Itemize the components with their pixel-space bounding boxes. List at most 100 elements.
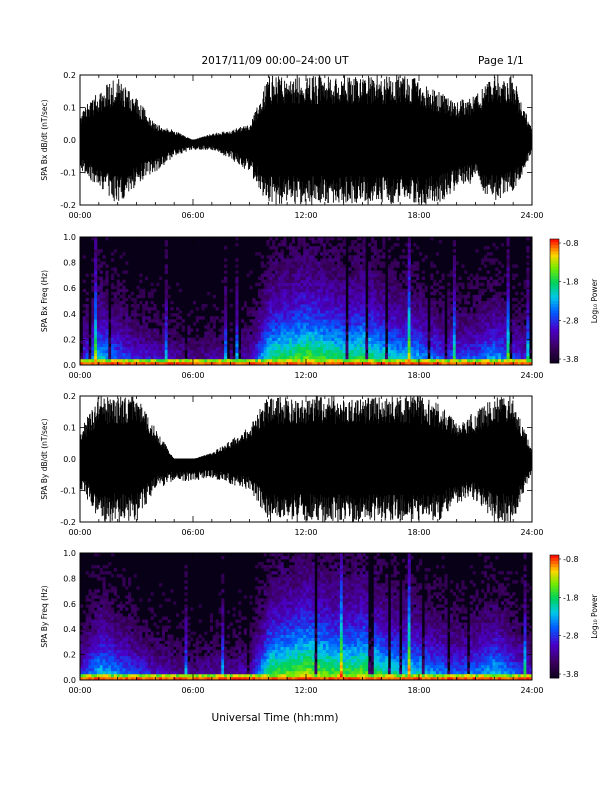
spectrogram-cell: [376, 255, 380, 259]
spectrogram-cell: [337, 267, 341, 271]
spectrogram-cell: [303, 249, 307, 253]
spectrogram-cell: [526, 288, 530, 293]
spectrogram-cell: [368, 343, 372, 348]
spectrogram-cell: [438, 304, 442, 308]
spectrogram-cell: [337, 304, 341, 308]
spectrogram-cell: [201, 355, 205, 360]
spectrogram-cell: [362, 355, 366, 360]
spectrogram-cell: [94, 643, 98, 648]
spectrogram-cell: [402, 322, 406, 326]
spectrogram-cell: [337, 355, 341, 360]
spectrogram-cell: [354, 246, 358, 250]
spectrogram-cell: [125, 655, 129, 660]
spectrogram-cell: [113, 619, 118, 623]
spectrogram-cell: [291, 316, 296, 320]
spectrogram-cell: [306, 337, 310, 341]
spectrogram-cell: [297, 267, 301, 271]
spectrogram-cell: [156, 282, 160, 287]
spectrogram-cell: [139, 352, 143, 357]
spectrogram-cell: [334, 355, 338, 360]
spectrogram-cell: [150, 343, 154, 348]
spectrogram-cell: [402, 331, 406, 335]
spectrogram-cell: [500, 243, 505, 247]
spectrogram-cell: [176, 282, 180, 287]
spectrogram-cell: [113, 337, 118, 341]
spectrogram-cell: [520, 319, 524, 323]
spectrogram-cell: [139, 288, 143, 293]
spectrogram-cell: [506, 291, 510, 296]
spectrogram-cell: [125, 328, 129, 332]
spectrogram-cell: [475, 310, 479, 314]
spectrogram-cell: [325, 337, 329, 341]
spectrogram-cell: [96, 301, 101, 305]
spectrogram-cell: [464, 313, 468, 317]
y-tick-label: 0.2: [63, 71, 76, 80]
spectrogram-cell: [274, 304, 279, 308]
spectrogram-cell: [303, 310, 307, 314]
spectrogram-cell: [396, 264, 400, 268]
spectrogram-cell: [362, 261, 366, 265]
spectrogram-cell: [91, 592, 95, 596]
spectrogram-cell: [337, 328, 341, 332]
spectrogram-cell: [283, 313, 287, 317]
spectrogram-cell: [260, 261, 264, 265]
spectrogram-cell: [334, 273, 338, 277]
spectrogram-cell: [368, 352, 372, 357]
spectrogram-cell: [283, 261, 287, 265]
spectrogram-cell: [351, 276, 355, 280]
spectrogram-cell: [130, 631, 134, 635]
spectrogram-cell: [243, 352, 247, 357]
spectrogram-cell: [322, 285, 327, 290]
spectrogram-cell: [359, 331, 363, 335]
spectrogram-cell: [337, 322, 341, 326]
spectrogram-cell: [108, 337, 112, 341]
spectrogram-cell: [320, 316, 324, 320]
spectrogram-cell: [195, 355, 199, 360]
spectrogram-cell: [362, 273, 366, 277]
spectrogram-cell: [291, 276, 296, 280]
spectrogram-cell: [150, 328, 154, 332]
spectrogram-cell: [483, 258, 488, 262]
spectrogram-cell: [435, 322, 440, 326]
spectrogram-cell: [354, 361, 358, 366]
spectrogram-cell: [119, 601, 123, 605]
spectrogram-cell: [413, 288, 417, 293]
spectrogram-cell: [481, 301, 485, 305]
spectrogram-cell: [467, 343, 471, 348]
spectrogram-cell: [136, 352, 140, 357]
spectrogram-cell: [396, 291, 400, 296]
spectrogram-cell: [498, 301, 502, 305]
spectrogram-cell: [96, 574, 101, 578]
spectrogram-cell: [263, 282, 267, 287]
spectrogram-cell: [424, 288, 428, 293]
spectrogram-cell: [421, 355, 425, 360]
spectrogram-cell: [187, 352, 191, 357]
spectrogram-cell: [509, 343, 513, 348]
spectrogram-cell: [370, 282, 375, 287]
spectrogram-cell: [150, 349, 154, 354]
spectrogram-cell: [393, 279, 397, 284]
spectrogram-cell: [263, 322, 267, 326]
spectrogram-cell: [116, 316, 120, 320]
spectrogram-cell: [125, 619, 129, 623]
spectrogram-cell: [438, 343, 442, 348]
spectrogram-cell: [314, 240, 318, 244]
spectrogram-cell: [396, 361, 400, 366]
spectrogram-cell: [224, 322, 228, 326]
spectrogram-cell: [382, 340, 386, 344]
spectrogram-cell: [229, 328, 233, 332]
spectrogram-cell: [119, 301, 123, 305]
spectrogram-cell: [489, 276, 493, 280]
spectrogram-cell: [348, 361, 352, 366]
spectrogram-cell: [122, 310, 126, 314]
spectrogram-cell: [308, 307, 312, 311]
spectrogram-cell: [289, 358, 293, 363]
spectrogram-cell: [342, 328, 346, 332]
spectrogram-cell: [221, 328, 225, 332]
spectrogram-cell: [356, 343, 360, 348]
spectrogram-cell: [413, 261, 417, 265]
spectrogram-cell: [94, 343, 98, 348]
spectrogram-cell: [102, 652, 106, 657]
spectrogram-cell: [85, 604, 89, 608]
spectrogram-cell: [266, 352, 270, 357]
